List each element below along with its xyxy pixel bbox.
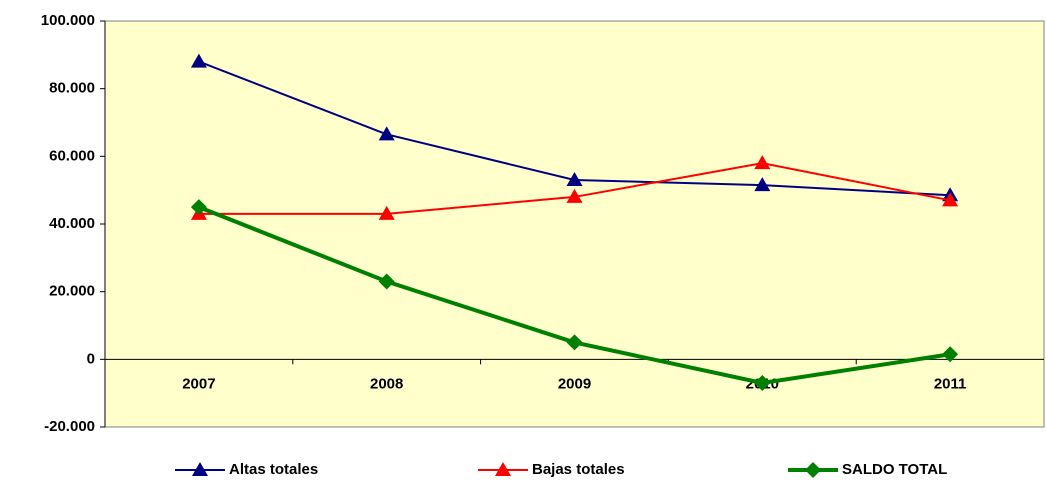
legend-label: SALDO TOTAL — [842, 461, 947, 478]
y-tick-label: 20.000 — [49, 283, 95, 300]
legend-marker — [192, 462, 208, 476]
data-point — [754, 177, 771, 192]
y-tick-label: 80.000 — [49, 80, 95, 97]
y-tick-label: 0 — [87, 350, 95, 367]
data-point — [190, 199, 207, 216]
legend-marker — [495, 462, 511, 476]
data-point — [378, 205, 395, 220]
x-tick-label: 2008 — [370, 375, 403, 392]
data-point — [566, 188, 583, 203]
legend-label: Altas totales — [229, 461, 318, 478]
x-tick-label: 2009 — [558, 375, 591, 392]
data-point — [942, 192, 959, 207]
data-point — [566, 172, 583, 187]
y-tick-label: 60.000 — [49, 147, 95, 164]
data-point — [378, 273, 395, 290]
data-point — [566, 334, 583, 351]
x-tick-label: 2007 — [182, 375, 215, 392]
x-tick-label: 2011 — [934, 375, 967, 392]
y-tick-label: 100.000 — [41, 12, 95, 29]
legend-label: Bajas totales — [532, 461, 625, 478]
legend-marker — [805, 462, 821, 478]
data-point — [942, 346, 959, 363]
data-point — [754, 375, 771, 392]
data-point — [378, 126, 395, 141]
y-tick-label: -20.000 — [44, 418, 95, 435]
data-point — [190, 53, 207, 68]
y-tick-label: 40.000 — [49, 215, 95, 232]
data-point — [754, 155, 771, 170]
